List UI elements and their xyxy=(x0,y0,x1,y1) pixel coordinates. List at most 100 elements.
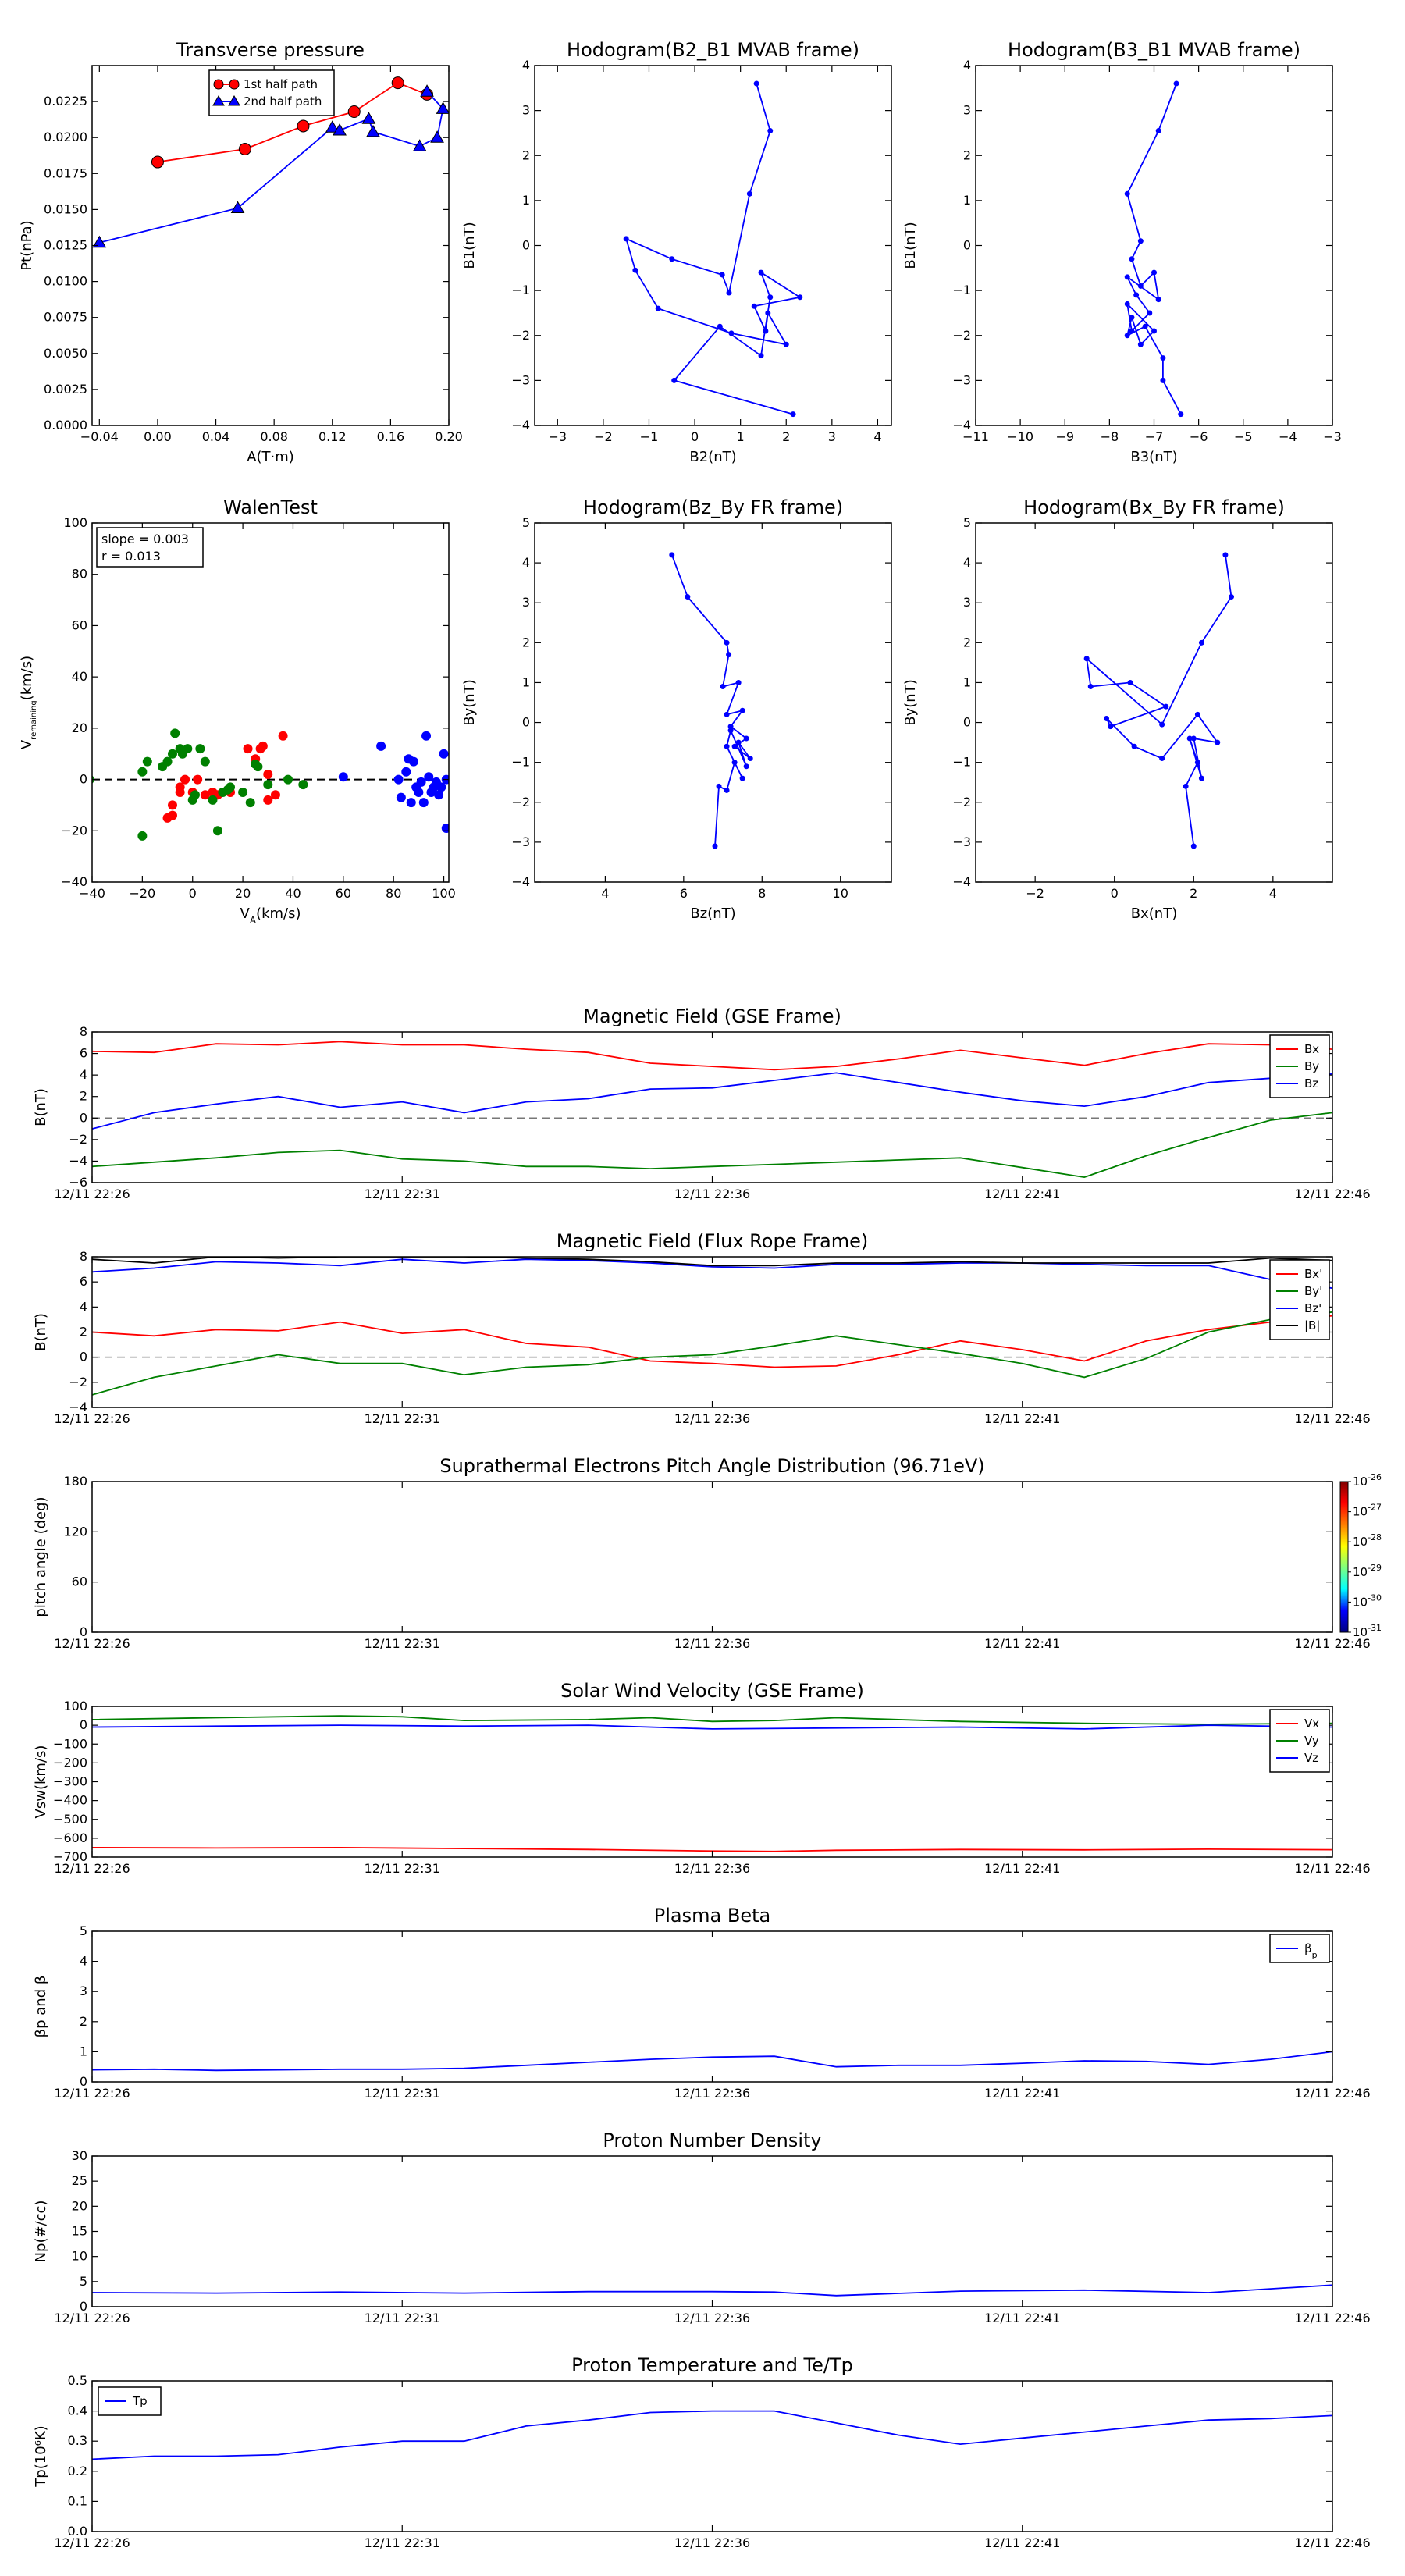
data-point xyxy=(731,760,738,766)
data-point xyxy=(1124,333,1130,339)
data-point xyxy=(137,767,148,777)
x-tick-label: 1 xyxy=(737,429,745,444)
series-line-0 xyxy=(624,83,802,415)
y-tick-label: 0 xyxy=(80,2074,87,2089)
y-tick-label: 80 xyxy=(72,567,87,582)
data-point xyxy=(361,112,376,124)
data-point xyxy=(396,792,406,802)
chart-h31: Hodogram(B3_B1 MVAB frame)−4−3−2−101234−… xyxy=(902,39,1342,465)
data-point xyxy=(1142,323,1148,329)
chart-title: Hodogram(Bz_By FR frame) xyxy=(583,496,843,518)
y-tick-label: 1 xyxy=(963,193,971,208)
y-tick-label: 1 xyxy=(963,674,971,689)
data-point xyxy=(1137,283,1144,289)
data-point xyxy=(418,798,429,808)
annotation-line: slope = 0.003 xyxy=(101,532,189,546)
data-point xyxy=(200,790,210,800)
y-tick-label: −1 xyxy=(952,755,971,770)
colorbar-base: 10 xyxy=(1353,1535,1368,1549)
y-tick-label: 25 xyxy=(72,2173,87,2188)
data-point xyxy=(717,323,723,329)
data-point xyxy=(376,741,386,751)
data-point xyxy=(436,782,446,792)
x-tick-label: −10 xyxy=(1007,429,1033,444)
y-tick-label: 5 xyxy=(80,2274,87,2289)
data-point xyxy=(412,139,427,151)
legend-marker xyxy=(228,95,240,106)
chart-ts3: Solar Wind Velocity (GSE Frame) −700 −600 −… xyxy=(33,1680,1371,1876)
data-point xyxy=(1194,760,1200,766)
data-point xyxy=(1129,256,1135,262)
y-axis-label: By(nT) xyxy=(461,679,478,725)
y-label-unit: (km/s) xyxy=(19,656,35,700)
y-tick-label: 0.0025 xyxy=(44,382,87,397)
data-point xyxy=(263,770,273,779)
x-tick-label: 2 xyxy=(782,429,790,444)
y-tick-label: −600 xyxy=(53,1831,87,1845)
x-tick-label: −7 xyxy=(1145,429,1164,444)
y-tick-label: −3 xyxy=(952,834,971,849)
data-point xyxy=(1215,739,1221,745)
x-tick-label: 12/11 22:46 xyxy=(1294,1411,1370,1426)
data-point xyxy=(1129,315,1135,321)
y-tick-label: 0.3 xyxy=(68,2433,87,2448)
chart-tp: Transverse pressure 0.0000 0.0025 0.0050 0.0… xyxy=(19,39,463,465)
y-tick-label: −4 xyxy=(69,1400,87,1414)
data-point xyxy=(391,76,404,90)
colorbar-exp: -26 xyxy=(1368,1472,1382,1482)
x-tick-label: 12/11 22:41 xyxy=(984,2311,1060,2325)
chart-title: Hodogram(Bx_By FR frame) xyxy=(1023,496,1285,518)
data-point xyxy=(408,756,418,767)
x-tick-label: 12/11 22:26 xyxy=(54,2535,130,2550)
data-point xyxy=(751,303,757,309)
data-point xyxy=(416,777,426,787)
y-tick-label: −4 xyxy=(511,874,530,889)
data-point xyxy=(1198,639,1204,646)
data-point xyxy=(726,652,732,658)
data-point xyxy=(685,594,691,600)
y-label-sub: remaining xyxy=(30,700,38,740)
y-tick-label: 0 xyxy=(80,1350,87,1364)
x-tick-label: 12/11 22:31 xyxy=(365,1411,440,1426)
y-tick-label: 0.0200 xyxy=(44,130,87,144)
x-axis-label: B3(nT) xyxy=(1130,449,1177,465)
chart-h21: Hodogram(B2_B1 MVAB frame) −4 −3 −2 −1 0 1 2 3 4 −… xyxy=(461,39,892,465)
series-line-Tp xyxy=(92,2410,1332,2460)
x-tick-label: 12/11 22:46 xyxy=(1294,1861,1370,1876)
y-tick-label: 2 xyxy=(522,148,530,162)
data-point xyxy=(195,744,205,754)
y-tick-label: 3 xyxy=(522,103,530,118)
x-tick-label: 0 xyxy=(691,429,699,444)
y-tick-label: 0.0050 xyxy=(44,346,87,361)
x-tick-label: 4 xyxy=(601,886,609,901)
data-point xyxy=(151,155,164,169)
x-label-main: V xyxy=(240,906,251,922)
data-point xyxy=(724,743,730,749)
y-tick-label: 0 xyxy=(80,1624,87,1639)
data-point xyxy=(728,330,735,336)
y-tick-label: −2 xyxy=(952,795,971,809)
legend-label: By xyxy=(1304,1059,1319,1073)
colorbar-exp: -31 xyxy=(1368,1623,1382,1633)
y-axis-label: By(nT) xyxy=(902,679,919,725)
chart-title: Suprathermal Electrons Pitch Angle Distr… xyxy=(439,1455,984,1477)
y-axis-label: B(nT) xyxy=(33,1313,49,1351)
annotation-box xyxy=(96,527,204,568)
data-point xyxy=(278,731,288,741)
y-tick-label: −200 xyxy=(53,1755,87,1770)
y-tick-label: 4 xyxy=(80,1299,87,1314)
y-tick-label: 4 xyxy=(963,58,971,73)
chart-title: Solar Wind Velocity (GSE Frame) xyxy=(560,1680,864,1702)
y-tick-label: 20 xyxy=(72,720,87,735)
data-point xyxy=(253,762,263,772)
y-tick-label: −100 xyxy=(53,1736,87,1751)
x-tick-label: 2 xyxy=(1190,886,1197,901)
data-point xyxy=(142,756,152,767)
x-axis-label: VA(km/s) xyxy=(240,906,301,926)
x-tick-label: 4 xyxy=(1269,886,1277,901)
y-tick-label: 3 xyxy=(963,595,971,610)
data-point xyxy=(1155,128,1161,134)
y-tick-label: 0 xyxy=(522,238,530,253)
y-tick-label: −1 xyxy=(952,283,971,297)
data-point xyxy=(1104,715,1110,721)
